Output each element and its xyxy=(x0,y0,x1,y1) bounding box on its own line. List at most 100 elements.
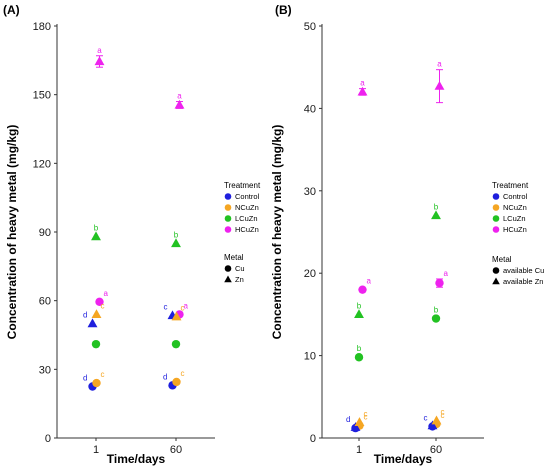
significance-label: c xyxy=(101,301,105,310)
legend-treatment-item: LCuZn xyxy=(235,214,258,223)
data-point-triangle xyxy=(354,417,365,426)
significance-label: b xyxy=(357,301,362,310)
y-tick-label: 30 xyxy=(39,364,51,376)
y-axis-title: Concentration of heavy metal (mg/kg) xyxy=(5,125,19,340)
panel-label: (A) xyxy=(3,3,20,17)
data-point-circle xyxy=(95,297,104,307)
data-point-triangle xyxy=(431,210,441,220)
legend-metal-item: Zn xyxy=(235,275,244,284)
legend-shape-triangle xyxy=(492,277,500,285)
significance-label: c xyxy=(441,408,445,417)
legend-metal-item: available Zn xyxy=(503,277,543,286)
data-point-triangle xyxy=(94,56,105,66)
legend-shape-triangle xyxy=(224,275,232,283)
data-point-triangle xyxy=(91,231,101,241)
significance-label: d xyxy=(83,311,87,320)
y-tick-label: 20 xyxy=(304,268,316,280)
y-tick-label: 120 xyxy=(33,158,51,170)
legend-metal-title: Metal xyxy=(224,253,244,262)
legend-color-swatch xyxy=(492,193,500,200)
significance-label: c xyxy=(164,303,168,312)
legend-color-swatch xyxy=(492,226,500,233)
data-point-triangle xyxy=(350,422,361,431)
y-tick-label: 10 xyxy=(304,351,316,363)
significance-label: a xyxy=(97,46,102,55)
y-tick-label: 180 xyxy=(33,21,51,33)
data-point-triangle xyxy=(434,80,445,90)
significance-label: a xyxy=(444,269,449,278)
significance-label: c xyxy=(181,369,185,378)
significance-label: a xyxy=(104,289,109,298)
legend-treatment-item: NCuZn xyxy=(503,203,527,212)
significance-label: d xyxy=(83,374,87,383)
significance-label: a xyxy=(360,79,365,88)
data-point-triangle xyxy=(354,309,364,319)
y-tick-label: 40 xyxy=(304,103,316,115)
data-point-circle xyxy=(431,314,441,323)
y-tick-label: 0 xyxy=(45,433,51,445)
significance-label: a xyxy=(184,301,189,310)
legend-treatment-item: HCuZn xyxy=(235,225,259,234)
panel-b: (B) 0 10 20 30 40 50 1 60 Concentration of heavy … xyxy=(270,3,544,466)
legend-color-swatch xyxy=(224,193,232,200)
y-tick-label: 150 xyxy=(33,90,51,102)
legend-metal-item: Cu xyxy=(235,264,245,273)
legend-treatment-title: Treatment xyxy=(492,181,529,190)
y-tick-label: 60 xyxy=(39,296,51,308)
data-point-circle xyxy=(92,378,101,388)
x-axis-title: Time/days xyxy=(107,452,166,466)
significance-label: a xyxy=(367,277,372,286)
significance-label: b xyxy=(94,224,99,233)
legend-treatment-title: Treatment xyxy=(224,181,261,190)
legend-shape-circle xyxy=(492,267,500,274)
data-point-triangle xyxy=(91,309,102,319)
significance-label: b xyxy=(434,306,439,315)
significance-label: b xyxy=(174,230,179,239)
legend-metal-item: available Cu xyxy=(503,266,544,275)
y-tick-label: 0 xyxy=(310,433,316,445)
legend-metal-title: Metal xyxy=(492,255,512,264)
legend-treatment-item: LCuZn xyxy=(503,214,526,223)
significance-label: c xyxy=(364,413,368,422)
data-point-circle xyxy=(354,353,364,362)
panel-label: (B) xyxy=(275,3,292,17)
x-tick-label: 60 xyxy=(170,444,182,456)
data-point-triangle xyxy=(87,318,98,328)
legend-color-swatch xyxy=(224,204,232,211)
significance-label: a xyxy=(437,60,442,69)
data-point-circle xyxy=(358,285,367,294)
legend-treatment-item: NCuZn xyxy=(235,203,259,212)
legend-treatment-item: Control xyxy=(235,192,260,201)
panel-a: (A) 0 30 60 90 120 150 180 1 60 Concentration of h… xyxy=(3,3,261,466)
data-point-circle xyxy=(171,339,181,349)
y-axis-title: Concentration of heavy metal (mg/kg) xyxy=(270,125,284,340)
significance-label: b xyxy=(434,203,439,212)
data-point-triangle xyxy=(427,420,438,430)
legend-color-swatch xyxy=(224,215,232,222)
data-point-triangle xyxy=(171,238,181,248)
x-tick-label: 1 xyxy=(93,444,99,456)
legend-treatment-item: Control xyxy=(503,192,528,201)
legend-color-swatch xyxy=(224,226,232,233)
significance-label: a xyxy=(177,92,182,101)
data-point-circle xyxy=(91,339,101,349)
significance-label: d xyxy=(163,372,167,381)
significance-label: c xyxy=(364,409,368,418)
y-tick-label: 50 xyxy=(304,21,316,33)
data-point-triangle xyxy=(174,99,185,109)
legend-shape-circle xyxy=(224,265,232,272)
significance-label: d xyxy=(346,415,350,424)
legend-color-swatch xyxy=(492,204,500,211)
x-tick-label: 60 xyxy=(430,444,442,456)
y-tick-label: 90 xyxy=(39,227,51,239)
x-axis-title: Time/days xyxy=(374,452,433,466)
data-point-circle xyxy=(172,377,181,387)
significance-label: c xyxy=(424,413,428,422)
data-point-triangle xyxy=(171,311,182,321)
significance-label: c xyxy=(181,304,185,313)
y-tick-label: 30 xyxy=(304,186,316,198)
legend-treatment-item: HCuZn xyxy=(503,225,527,234)
significance-label: c xyxy=(441,411,445,420)
x-tick-label: 1 xyxy=(356,444,362,456)
